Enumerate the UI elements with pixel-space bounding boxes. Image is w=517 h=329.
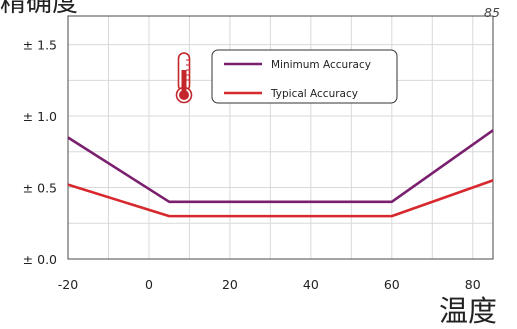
thermometer-icon [175,52,193,104]
y-tick-labels: ± 0.0 ± 0.5 ± 1.0 ± 1.5 [23,38,57,267]
y-tick-label: ± 0.0 [23,252,57,267]
x-tick-label: 20 [222,277,238,292]
x-tick-label: 60 [384,277,400,292]
y-axis-title: 精确度 [0,0,78,18]
series-line-minimum-accuracy [67,129,494,204]
series-line-typical-accuracy [67,179,494,218]
x-tick-label: -20 [58,277,78,292]
x-tick-label: 80 [465,277,481,292]
legend: Minimum Accuracy Typical Accuracy [211,49,398,104]
x-tick-label: 40 [303,277,319,292]
y-tick-label: ± 1.0 [23,109,57,124]
y-tick-label: ± 1.5 [23,38,57,53]
x-tick-labels: -20 0 20 40 60 80 [58,277,481,292]
y-tick-label: ± 0.5 [23,181,57,196]
legend-label-typical-accuracy: Typical Accuracy [270,88,358,100]
x-tick-label: 0 [145,277,153,292]
legend-label-minimum-accuracy: Minimum Accuracy [271,59,371,71]
x-end-label: 85 [484,5,500,20]
series-group [67,129,494,218]
x-axis-title: 温度 [439,294,497,328]
